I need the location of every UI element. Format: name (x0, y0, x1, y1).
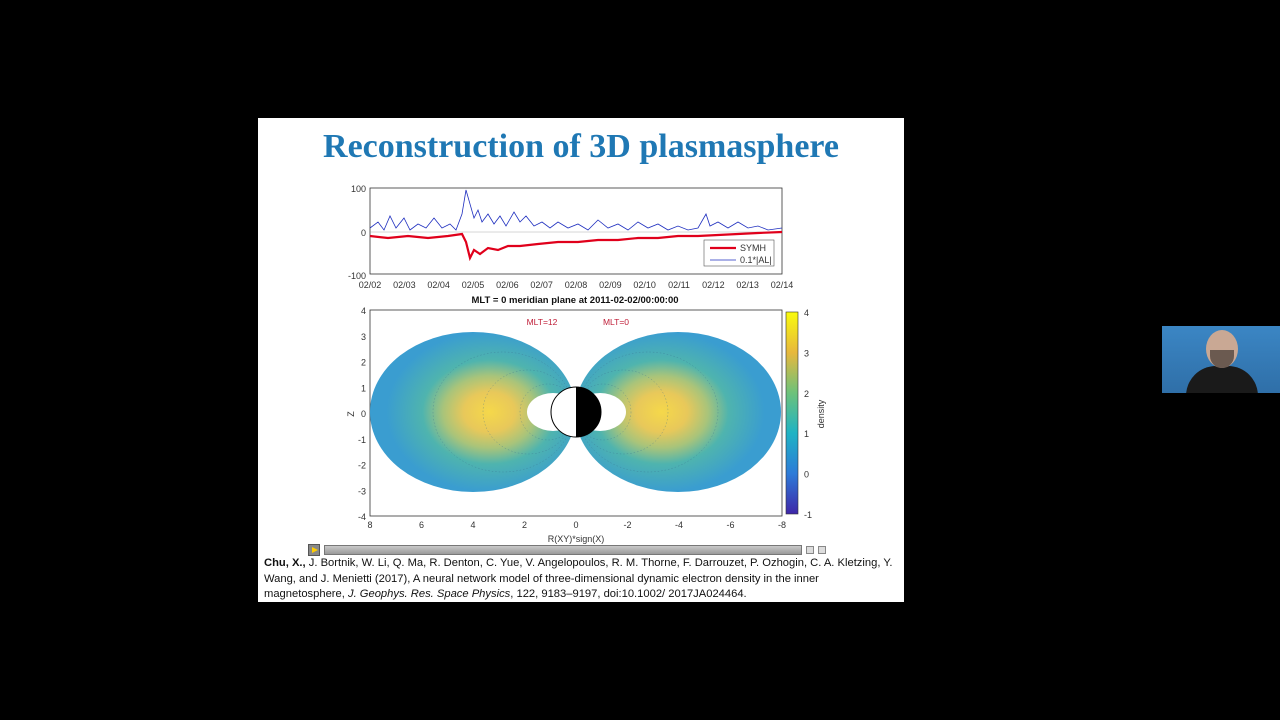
left-lobe (370, 332, 576, 492)
tick-label: 4 (470, 520, 475, 530)
colorbar-label: density (816, 399, 826, 428)
top-legend: SYMH 0.1*|AL| (703, 239, 775, 267)
tick-label: 02/07 (530, 280, 553, 290)
tick-label: 0 (361, 409, 366, 419)
tick-label: -2 (358, 461, 366, 471)
bottom-x-ticks: 8 6 4 2 0 -2 -4 -6 -8 (367, 520, 786, 530)
tick-label: -3 (358, 486, 366, 496)
tick-label: 4 (361, 306, 366, 316)
top-y-ticks: 100 0 -100 (348, 184, 366, 281)
tick-label: 2 (804, 389, 809, 399)
tick-label: 02/10 (633, 280, 656, 290)
person-beard (1210, 350, 1234, 368)
top-plot: 100 0 -100 02/02 02/03 02/04 02/05 02/06 02/0… (348, 184, 793, 290)
earth-icon (550, 386, 602, 438)
media-player (308, 544, 828, 556)
tick-label: 0 (804, 470, 809, 480)
tick-label: 4 (804, 308, 809, 318)
tick-label: 3 (361, 332, 366, 342)
tick-label: 02/09 (599, 280, 622, 290)
bottom-plot-title: MLT = 0 meridian plane at 2011-02-02/00:… (471, 295, 678, 306)
colorbar-ticks: 4 3 2 1 0 -1 (804, 308, 812, 520)
colorbar (785, 311, 799, 515)
webcam-feed (1162, 326, 1280, 393)
tick-label: -6 (726, 520, 734, 530)
slide: Reconstruction of 3D plasmasphere (258, 118, 904, 602)
tick-label: 02/11 (668, 280, 690, 290)
caption-icon[interactable] (806, 546, 814, 554)
tick-label: 02/08 (565, 280, 588, 290)
ylabel: Z (346, 411, 356, 417)
label-mlt12: MLT=12 (527, 317, 558, 327)
seek-bar[interactable] (324, 545, 802, 555)
tick-label: -8 (778, 520, 786, 530)
tick-label: 02/02 (359, 280, 382, 290)
volume-icon[interactable] (818, 546, 826, 554)
tick-label: 2 (361, 358, 366, 368)
tick-label: 0 (573, 520, 578, 530)
tick-label: 02/06 (496, 280, 519, 290)
bottom-plot: MLT = 0 meridian plane at 2011-02-02/00:… (346, 295, 826, 544)
play-icon[interactable] (308, 544, 320, 556)
tick-label: 100 (351, 184, 366, 194)
tick-label: 2 (522, 520, 527, 530)
legend-symh: SYMH (740, 243, 766, 253)
tick-label: 1 (804, 429, 809, 439)
tick-label: 1 (361, 383, 366, 393)
tick-label: -2 (623, 520, 631, 530)
xlabel: R(XY)*sign(X) (548, 534, 605, 544)
al-series-line (369, 189, 783, 231)
tick-label: 8 (367, 520, 372, 530)
citation-text: J. Bortnik, W. Li, Q. Ma, R. Denton, C. … (264, 557, 893, 600)
tick-label: 02/04 (427, 280, 450, 290)
tick-label: -100 (348, 271, 366, 281)
bottom-y-ticks: 4 3 2 1 0 -1 -2 -3 -4 (358, 306, 366, 522)
citation-authors-bold: Chu, X., (264, 557, 306, 569)
tick-label: 02/12 (702, 280, 725, 290)
citation-journal: J. Geophys. Res. Space Physics (347, 588, 511, 600)
tick-label: -1 (358, 435, 366, 445)
tick-label: -4 (675, 520, 683, 530)
tick-label: 3 (804, 348, 809, 358)
legend-al: 0.1*|AL| (740, 255, 772, 265)
citation: Chu, X., J. Bortnik, W. Li, Q. Ma, R. De… (264, 556, 900, 602)
top-x-ticks: 02/02 02/03 02/04 02/05 02/06 02/07 02/08 02/09… (359, 280, 794, 290)
right-lobe (575, 332, 781, 492)
tick-label: 02/05 (462, 280, 485, 290)
tick-label: 6 (419, 520, 424, 530)
figure: 100 0 -100 02/02 02/03 02/04 02/05 02/06 02/0… (346, 184, 826, 544)
label-mlt0: MLT=0 (603, 317, 629, 327)
tick-label: 02/14 (771, 280, 794, 290)
citation-tail: , 122, 9183–9197, doi:10.1002/ 2017JA024… (510, 588, 747, 600)
slide-title: Reconstruction of 3D plasmasphere (323, 128, 839, 165)
tick-label: 02/13 (736, 280, 759, 290)
tick-label: -1 (804, 510, 812, 520)
tick-label: 0 (361, 228, 366, 238)
person-body (1186, 366, 1258, 393)
symh-series-line (369, 230, 783, 262)
tick-label: 02/03 (393, 280, 416, 290)
tick-label: -4 (358, 512, 366, 522)
